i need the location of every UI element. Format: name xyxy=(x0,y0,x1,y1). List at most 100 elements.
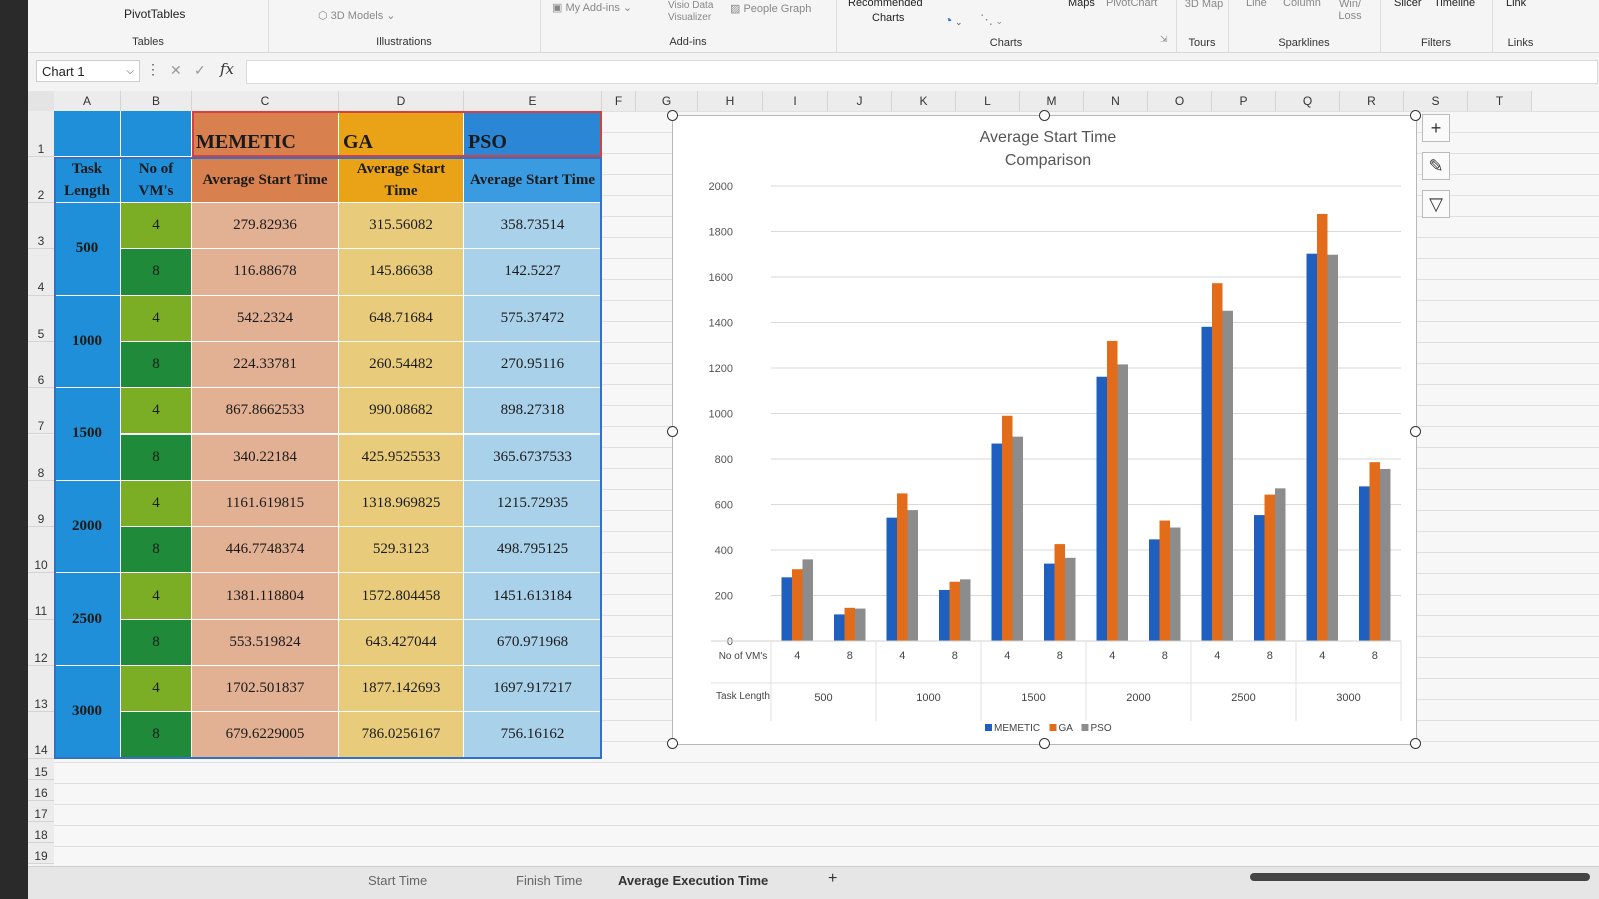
memetic-value-cell[interactable]: 867.8662533 xyxy=(192,388,339,435)
line-sparkline-button[interactable]: Line xyxy=(1246,0,1267,9)
sheet-tab-average-execution-time[interactable]: Average Execution Time xyxy=(618,873,769,888)
ga-value-cell[interactable]: 425.9525533 xyxy=(339,434,464,481)
pso-value-cell[interactable]: 142.5227 xyxy=(464,249,602,296)
resize-handle-top-right[interactable] xyxy=(1410,110,1421,121)
column-header-g[interactable]: G xyxy=(636,91,698,111)
win-loss-sparkline-button[interactable]: Win/ Loss xyxy=(1338,0,1362,22)
memetic-avg-header[interactable]: Average Start Time xyxy=(192,157,339,203)
column-header-t[interactable]: T xyxy=(1468,91,1532,111)
memetic-value-cell[interactable]: 679.6229005 xyxy=(192,712,339,759)
vm-count-cell[interactable]: 4 xyxy=(121,480,192,528)
task-length-cell[interactable]: 2000 xyxy=(54,480,121,574)
column-header-r[interactable]: R xyxy=(1340,91,1404,111)
resize-handle-top-left[interactable] xyxy=(667,110,678,121)
memetic-value-cell[interactable]: 1702.501837 xyxy=(192,666,339,713)
vm-count-cell[interactable]: 8 xyxy=(121,712,192,759)
memetic-value-cell[interactable]: 1381.118804 xyxy=(192,573,339,620)
vm-count-cell[interactable]: 4 xyxy=(121,666,192,713)
column-header-p[interactable]: P xyxy=(1212,91,1276,111)
vm-count-cell[interactable]: 8 xyxy=(121,434,192,481)
memetic-value-cell[interactable]: 116.88678 xyxy=(192,249,339,296)
row-header-8[interactable]: 8 xyxy=(28,434,54,481)
ga-value-cell[interactable]: 643.427044 xyxy=(339,619,464,666)
slicer-button[interactable]: Slicer xyxy=(1394,0,1422,9)
row-header-12[interactable]: 12 xyxy=(28,619,54,666)
chart-title[interactable]: Average Start Time Comparison xyxy=(979,129,1117,169)
sheet-tab-start-time[interactable]: Start Time xyxy=(368,873,428,888)
chart-area[interactable]: Average Start Time Comparison 0 200 400 600… xyxy=(667,110,1421,749)
memetic-value-cell[interactable]: 340.22184 xyxy=(192,434,339,481)
task-length-header[interactable]: Task Length xyxy=(54,157,121,203)
ga-value-cell[interactable]: 529.3123 xyxy=(339,527,464,574)
chart-styles-button[interactable]: ✎ xyxy=(1422,152,1450,180)
memetic-value-cell[interactable]: 224.33781 xyxy=(192,341,339,389)
pie-chart-icon[interactable]: ◔ ⌄ xyxy=(944,12,963,28)
ga-value-cell[interactable]: 1318.969825 xyxy=(339,480,464,528)
recommended-charts-label[interactable]: Recommended xyxy=(848,0,923,9)
ga-avg-header[interactable]: Average Start Time xyxy=(339,157,464,203)
pivot-tables-button[interactable]: PivotTables xyxy=(124,7,186,21)
timeline-button[interactable]: Timeline xyxy=(1434,0,1476,9)
link-button[interactable]: Link xyxy=(1506,0,1527,9)
add-sheet-button[interactable]: + xyxy=(828,870,838,887)
column-sparkline-button[interactable]: Column xyxy=(1283,0,1321,9)
row-header-9[interactable]: 9 xyxy=(28,480,54,528)
row-header-19[interactable]: 19 xyxy=(28,842,54,864)
column-header-a[interactable]: A xyxy=(54,91,121,111)
column-header-f[interactable]: F xyxy=(602,91,636,111)
resize-handle-bottom-left[interactable] xyxy=(667,738,678,749)
scatter-chart-icon[interactable]: ⋱ ⌄ xyxy=(980,12,1004,27)
column-header-h[interactable]: H xyxy=(698,91,763,111)
pso-value-cell[interactable]: 1451.613184 xyxy=(464,573,602,620)
pso-value-cell[interactable]: 1215.72935 xyxy=(464,480,602,528)
vms-header[interactable]: No of VM's xyxy=(121,157,192,203)
pso-value-cell[interactable]: 670.971968 xyxy=(464,619,602,666)
row-header-7[interactable]: 7 xyxy=(28,388,54,435)
column-header-k[interactable]: K xyxy=(892,91,956,111)
chart-elements-button[interactable]: + xyxy=(1422,114,1450,142)
vm-count-cell[interactable]: 8 xyxy=(121,619,192,666)
ga-value-cell[interactable]: 1572.804458 xyxy=(339,573,464,620)
resize-handle-top[interactable] xyxy=(1039,110,1050,121)
maps-button[interactable]: Maps xyxy=(1068,0,1095,9)
pivot-chart-button[interactable]: PivotChart xyxy=(1106,0,1158,9)
ga-value-cell[interactable]: 1877.142693 xyxy=(339,666,464,713)
column-header-s[interactable]: S xyxy=(1404,91,1468,111)
vm-count-cell[interactable]: 4 xyxy=(121,203,192,250)
column-header-d[interactable]: D xyxy=(339,91,464,111)
ga-value-cell[interactable]: 260.54482 xyxy=(339,341,464,389)
ga-value-cell[interactable]: 648.71684 xyxy=(339,295,464,342)
row-header-10[interactable]: 10 xyxy=(28,527,54,574)
column-header-q[interactable]: Q xyxy=(1276,91,1340,111)
vm-count-cell[interactable]: 8 xyxy=(121,341,192,389)
pso-value-cell[interactable]: 270.95116 xyxy=(464,341,602,389)
sheet-tab-finish-time[interactable]: Finish Time xyxy=(516,873,583,888)
name-box[interactable]: Chart 1 ⌵ xyxy=(36,60,140,82)
confirm-icon[interactable]: ✓ xyxy=(194,62,206,78)
task-length-cell[interactable]: 1500 xyxy=(54,388,121,481)
pso-avg-header[interactable]: Average Start Time xyxy=(464,157,602,203)
row-header-5[interactable]: 5 xyxy=(28,295,54,342)
pso-value-cell[interactable]: 498.795125 xyxy=(464,527,602,574)
pso-value-cell[interactable]: 575.37472 xyxy=(464,295,602,342)
row-header-1[interactable]: 1 xyxy=(28,111,54,157)
column-header-j[interactable]: J xyxy=(828,91,892,111)
ga-value-cell[interactable]: 145.86638 xyxy=(339,249,464,296)
memetic-value-cell[interactable]: 1161.619815 xyxy=(192,480,339,528)
row-header-3[interactable]: 3 xyxy=(28,203,54,250)
resize-handle-left[interactable] xyxy=(667,426,678,437)
insert-function-icon[interactable]: fx xyxy=(220,60,235,78)
pso-header[interactable]: PSO xyxy=(464,111,602,157)
blank-header-a[interactable] xyxy=(54,111,121,157)
column-header-o[interactable]: O xyxy=(1148,91,1212,111)
resize-handle-bottom[interactable] xyxy=(1039,738,1050,749)
column-header-i[interactable]: I xyxy=(763,91,828,111)
row-header-4[interactable]: 4 xyxy=(28,249,54,296)
memetic-value-cell[interactable]: 553.519824 xyxy=(192,619,339,666)
row-header-6[interactable]: 6 xyxy=(28,341,54,389)
chevron-down-icon[interactable]: ⌵ xyxy=(126,66,134,77)
horizontal-scrollbar[interactable] xyxy=(1250,873,1590,881)
visio-button[interactable]: Visio Data Visualizer xyxy=(668,0,714,23)
ga-header[interactable]: GA xyxy=(339,111,464,157)
select-all-corner[interactable] xyxy=(28,91,54,111)
